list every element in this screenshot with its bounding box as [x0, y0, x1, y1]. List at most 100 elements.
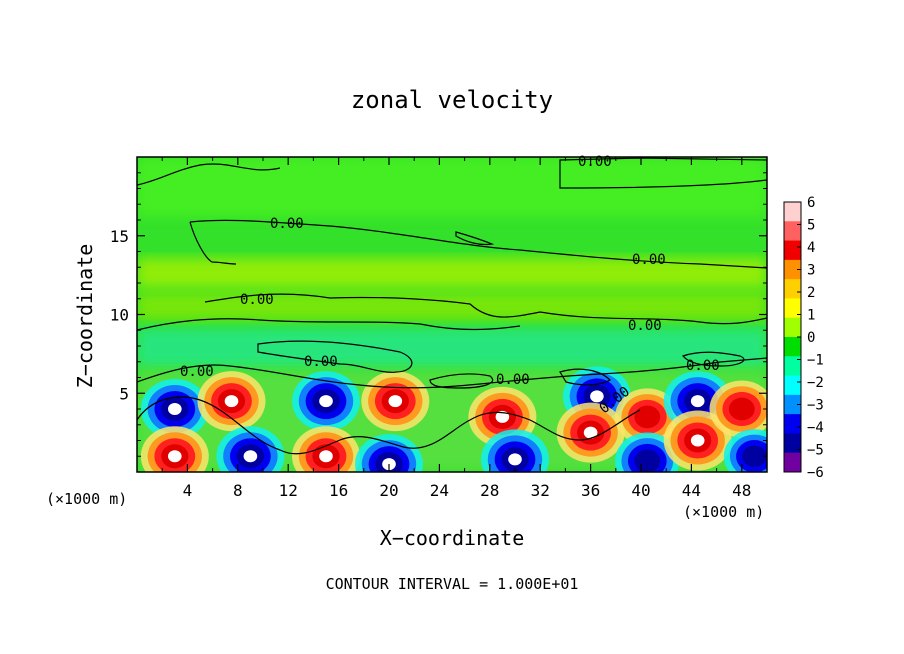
contour-line [257, 340, 413, 373]
cell-ring [319, 450, 333, 463]
x-ticks: 4 8 12 16 20 24 28 32 36 40 44 48 [161, 157, 751, 500]
velocity-cell [292, 371, 360, 432]
contour-label: 0.00 [304, 354, 338, 370]
colorbar-segment [784, 202, 801, 222]
contour-label: 0.00 [578, 154, 612, 170]
velocity-cell [663, 410, 732, 471]
colorbar-tick-label: 2 [807, 285, 815, 301]
colorbar-segment [784, 337, 801, 357]
cell-ring [243, 450, 258, 463]
x-tick-label: 36 [581, 481, 600, 500]
contour-line [429, 373, 494, 389]
contour-line [189, 221, 237, 265]
colorbar-segment [784, 433, 801, 454]
x-tick-label: 4 [183, 481, 193, 500]
velocity-cell [615, 432, 680, 472]
y-ticks: 5 10 15 [110, 172, 767, 457]
velocity-cell [197, 371, 266, 432]
x-tick-label: 40 [631, 481, 650, 500]
colorbar: 6 5 4 3 2 1 0 −1 −2 −3 −4 −5 −6 [783, 195, 824, 481]
colorbar-segment [784, 298, 801, 319]
cell-group [140, 366, 767, 472]
colorbar-tick-label: −3 [807, 398, 824, 414]
cell-ring [319, 395, 333, 408]
x-tick-label: 32 [531, 481, 550, 500]
x-tick-label: 44 [682, 481, 701, 500]
velocity-cell [140, 379, 209, 439]
y-axis-label: Z−coordinate [73, 244, 97, 389]
contour-line [137, 318, 521, 331]
contour-label: 0.00 [628, 318, 662, 334]
cell-ring [224, 395, 239, 408]
cell-ring [388, 395, 403, 408]
colorbar-tick-label: −2 [807, 375, 824, 391]
cell-ring [168, 403, 182, 415]
contour-interval-note: CONTOUR INTERVAL = 1.000E+01 [325, 575, 579, 593]
y-tick-label: 15 [110, 227, 129, 246]
x-unit-right: (×1000 m) [683, 503, 765, 521]
velocity-cell [361, 371, 430, 432]
contour-label: 0.00 [632, 252, 666, 268]
y-tick-label: 5 [119, 384, 129, 403]
colorbar-segment [784, 452, 801, 473]
cell-ring [690, 395, 705, 408]
velocity-cell [292, 426, 360, 472]
contour-line [559, 368, 611, 386]
contour-line [137, 396, 641, 455]
velocity-cell [216, 426, 285, 472]
x-tick-label: 8 [233, 481, 243, 500]
velocity-cell [709, 380, 767, 438]
contour-label: 0.00 [686, 358, 720, 374]
x-unit-left: (×1000 m) [46, 490, 128, 508]
colorbar-tick-label: 0 [807, 330, 815, 346]
colorbar-tick-label: −4 [807, 420, 824, 436]
colorbar-segment [784, 394, 801, 415]
colorbar-tick-label: 1 [807, 308, 815, 324]
colorbar-segment [784, 375, 801, 396]
colorbar-tick-label: 6 [807, 195, 815, 211]
chart-title: zonal velocity [350, 86, 554, 114]
contour-line [189, 219, 767, 269]
cell-ring [728, 397, 755, 421]
cell-ring [168, 450, 182, 463]
contour-line [681, 351, 745, 367]
velocity-cell [556, 402, 625, 463]
x-tick-label: 16 [329, 481, 348, 500]
colorbar-tick-label: 4 [807, 240, 815, 256]
contour-labels: 0.00 0.00 0.00 0.00 0.00 0.00 0.00 0.00 … [180, 154, 720, 417]
cell-ring [634, 449, 661, 472]
velocity-cell [140, 426, 209, 472]
y-tick-label: 10 [110, 306, 129, 325]
colorbar-segment [784, 259, 801, 280]
colorbar-segment [784, 317, 801, 338]
contour-line [137, 357, 767, 389]
colorbar-tick-label: −5 [807, 443, 824, 459]
colorbar-segment [784, 279, 801, 299]
cell-ring [508, 453, 522, 466]
field-yellow-band [137, 258, 767, 288]
x-tick-label: 28 [480, 481, 499, 500]
colorbar-tick-label: 3 [807, 263, 815, 279]
cell-ring [690, 434, 705, 447]
x-tick-label: 12 [279, 481, 298, 500]
x-tick-label: 48 [732, 481, 751, 500]
x-tick-label: 24 [430, 481, 449, 500]
contour-label: 0.00 [270, 216, 304, 232]
colorbar-segment [784, 414, 801, 434]
colorbar-tick-label: 5 [807, 218, 815, 234]
heatmap-field [137, 157, 767, 472]
velocity-cell [355, 434, 423, 472]
x-axis-label: X−coordinate [379, 526, 525, 550]
field-lime-band [137, 292, 767, 320]
cell-ring [583, 426, 598, 439]
velocity-cell [723, 429, 767, 472]
colorbar-segment [784, 240, 801, 261]
x-tick-label: 20 [379, 481, 398, 500]
cell-ring [590, 390, 604, 403]
contour-label: 0.00 [180, 364, 214, 380]
cell-ring [495, 410, 510, 423]
colorbar-tick-label: −1 [807, 353, 824, 369]
colorbar-segment [784, 221, 801, 242]
velocity-cell [615, 388, 680, 446]
